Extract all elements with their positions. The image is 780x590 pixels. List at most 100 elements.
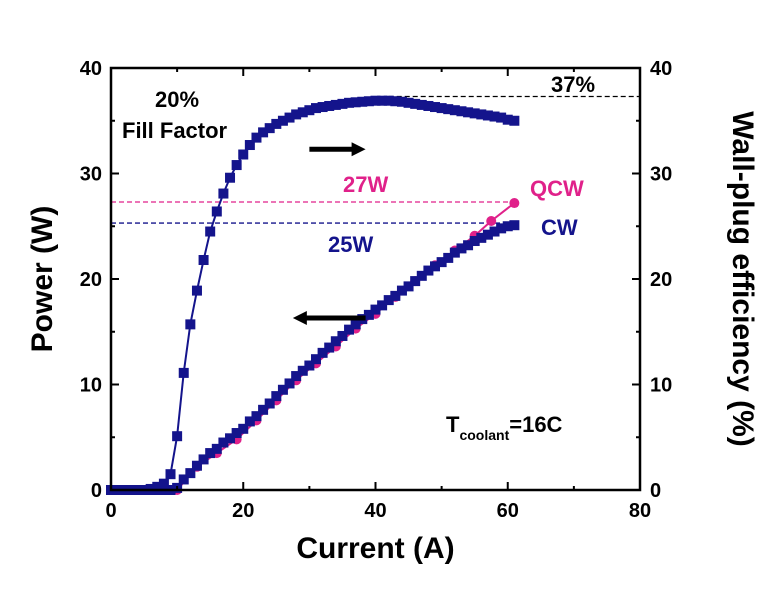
data-point <box>291 371 302 382</box>
arrow-right <box>309 142 366 157</box>
data-point <box>489 226 500 237</box>
fill-factor-label: Fill Factor <box>122 118 228 143</box>
data-point <box>165 469 176 480</box>
data-point <box>476 232 487 243</box>
data-point <box>225 433 236 444</box>
y2-axis-title: Wall-plug efficiency (%) <box>726 111 759 447</box>
data-point <box>482 110 493 121</box>
temperature-value: =16C <box>509 412 562 437</box>
data-point <box>423 265 434 276</box>
arrow-left <box>292 311 366 326</box>
data-point <box>383 295 394 306</box>
data-point <box>436 103 447 114</box>
data-point <box>344 97 355 108</box>
data-point <box>396 96 407 107</box>
data-point <box>502 221 513 232</box>
data-point <box>410 276 421 287</box>
data-point <box>377 300 388 311</box>
x-axis-title: Current (A) <box>296 532 454 565</box>
data-point <box>443 104 454 115</box>
data-point <box>430 102 441 113</box>
x-tick-label: 20 <box>232 500 254 522</box>
data-point <box>198 255 209 266</box>
data-point <box>449 247 460 258</box>
data-point <box>304 360 315 371</box>
data-point <box>330 99 341 110</box>
data-point <box>396 285 407 296</box>
y2-tick-label: 10 <box>650 375 672 397</box>
temperature-prefix: T <box>446 412 460 437</box>
data-point <box>172 431 183 442</box>
data-point <box>251 411 262 422</box>
data-point <box>297 365 308 376</box>
y-axis-title: Power (W) <box>26 206 59 353</box>
data-point <box>436 257 447 268</box>
y2-tick-label: 0 <box>650 480 661 502</box>
qcw-power-label: 27W <box>343 172 388 197</box>
data-point <box>502 114 513 125</box>
data-point <box>469 108 480 119</box>
data-point <box>291 109 302 120</box>
data-point <box>363 309 374 320</box>
data-point <box>178 367 189 378</box>
data-point <box>456 106 467 117</box>
data-point <box>158 478 169 489</box>
data-point <box>383 95 394 106</box>
arrow-head <box>292 311 307 326</box>
data-point <box>337 330 348 341</box>
data-point <box>211 443 222 454</box>
data-point <box>337 98 348 109</box>
y-tick-label: 40 <box>80 58 102 80</box>
data-point <box>231 160 242 171</box>
data-point <box>463 107 474 118</box>
data-point <box>205 226 216 237</box>
data-point <box>225 172 236 183</box>
data-point <box>271 118 282 129</box>
data-point <box>191 285 202 296</box>
data-point <box>258 127 269 138</box>
data-point <box>211 206 222 217</box>
cw-series-label: CW <box>541 215 578 240</box>
reference-lines <box>111 95 640 224</box>
data-point <box>390 290 401 301</box>
data-point <box>489 111 500 122</box>
data-point <box>231 428 242 439</box>
data-point <box>496 223 507 234</box>
qcw-series-label: QCW <box>530 176 584 201</box>
data-point <box>403 281 414 292</box>
data-point <box>258 404 269 415</box>
temperature-subscript: coolant <box>459 427 509 443</box>
data-point <box>317 347 328 358</box>
data-point <box>370 304 381 315</box>
data-point <box>443 252 454 263</box>
data-point <box>486 215 497 226</box>
data-point <box>238 149 249 160</box>
y2-tick-label: 30 <box>650 164 672 186</box>
data-point <box>430 261 441 272</box>
data-point <box>416 99 427 110</box>
y2-tick-label: 20 <box>650 269 672 291</box>
data-point <box>416 270 427 281</box>
data-point <box>317 102 328 113</box>
data-point <box>264 123 275 134</box>
x-tick-label: 60 <box>497 500 519 522</box>
data-point <box>185 319 196 330</box>
data-point <box>284 112 295 123</box>
data-point <box>185 468 196 479</box>
x-tick-label: 0 <box>105 500 116 522</box>
data-point <box>509 115 520 126</box>
data-point <box>509 220 520 231</box>
data-point <box>377 95 388 106</box>
data-point <box>178 474 189 485</box>
series-cw <box>106 220 520 495</box>
data-point <box>277 384 288 395</box>
y2-tick-label: 40 <box>650 58 672 80</box>
y-tick-label: 0 <box>91 480 102 502</box>
data-point <box>310 103 321 114</box>
data-point <box>205 448 216 459</box>
data-point <box>456 243 467 254</box>
data-point <box>251 132 262 143</box>
data-point <box>244 140 255 151</box>
fill-factor-value: 20% <box>155 87 199 112</box>
